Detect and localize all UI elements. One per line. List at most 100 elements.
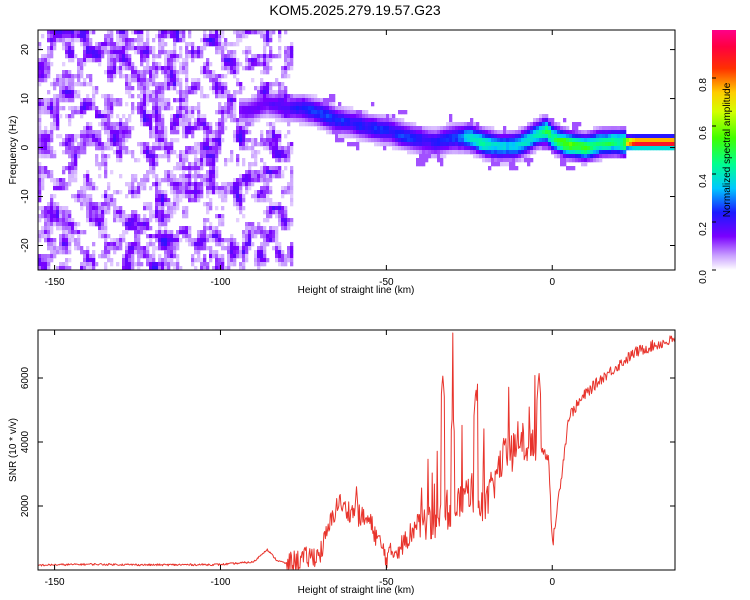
spectrogram-cell xyxy=(92,90,96,95)
spectrogram-cell xyxy=(89,102,93,107)
spectrogram-cell xyxy=(668,142,672,147)
spectrogram-cell xyxy=(374,114,378,119)
spectrogram-cell xyxy=(311,102,315,107)
spectrogram-cell xyxy=(224,58,228,63)
spectrogram-cell xyxy=(455,138,459,143)
spectrogram-cell xyxy=(167,174,171,179)
spectrogram-cell xyxy=(152,78,156,83)
spectrogram-cell xyxy=(131,214,135,219)
spectrogram-cell xyxy=(47,30,51,35)
spectrogram-cell xyxy=(221,182,225,187)
spectrogram-cell xyxy=(272,130,276,135)
spectrogram-cell xyxy=(389,114,393,119)
spectrogram-cell xyxy=(221,74,225,79)
spectrogram-cell xyxy=(314,110,318,115)
spectrogram-cell xyxy=(563,150,567,155)
spectrogram-cell xyxy=(422,142,426,147)
spectrogram-cell xyxy=(86,58,90,63)
spectrogram-cell xyxy=(104,202,108,207)
spectrogram-cell xyxy=(230,66,234,71)
spectrogram-cell xyxy=(140,82,144,87)
spectrogram-cell xyxy=(50,134,54,139)
spectrogram-cell xyxy=(170,174,174,179)
spectrogram-cell xyxy=(92,182,96,187)
spectrogram-cell xyxy=(506,154,510,159)
spectrogram-cell xyxy=(152,142,156,147)
spectrogram-cell xyxy=(248,238,252,243)
spectrogram-cell xyxy=(200,94,204,99)
spectrogram-cell xyxy=(218,146,222,151)
spectrogram-cell xyxy=(173,262,177,267)
spectrogram-cell xyxy=(350,106,354,111)
spectrogram-cell xyxy=(179,90,183,95)
spectrogram-cell xyxy=(284,218,288,223)
spectrogram-cell xyxy=(287,74,291,79)
spectrogram-cell xyxy=(290,110,294,115)
spectrogram-cell xyxy=(275,54,279,59)
spectrogram-cell xyxy=(158,90,162,95)
spectrogram-cell xyxy=(221,106,225,111)
spectrogram-cell xyxy=(458,130,462,135)
spectrogram-cell xyxy=(182,174,186,179)
spectrogram-cell xyxy=(47,254,51,259)
spectrogram-cell xyxy=(266,30,270,35)
spectrogram-cell xyxy=(470,146,474,151)
spectrogram-cell xyxy=(617,134,621,139)
spectrogram-cell xyxy=(236,58,240,63)
spectrogram-cell xyxy=(158,46,162,51)
spectrogram-cell xyxy=(173,118,177,123)
spectrogram-cell xyxy=(107,46,111,51)
spectrogram-cell xyxy=(53,106,57,111)
spectrogram-cell xyxy=(41,214,45,219)
spectrogram-cell xyxy=(206,238,210,243)
spectrogram-cell xyxy=(632,146,636,151)
spectrogram-cell xyxy=(260,98,264,103)
spectrogram-cell xyxy=(242,30,246,35)
spectrogram-cell xyxy=(215,190,219,195)
spectrogram-cell xyxy=(140,262,144,267)
spectrogram-cell xyxy=(287,122,291,127)
spectrogram-cell xyxy=(515,158,519,163)
spectrogram-cell xyxy=(191,242,195,247)
spectrogram-cell xyxy=(506,130,510,135)
spectrogram-cell xyxy=(164,130,168,135)
spectrogram-cell xyxy=(299,98,303,103)
spectrogram-cell xyxy=(560,138,564,143)
spectrogram-cell xyxy=(383,142,387,147)
spectrogram-cell xyxy=(104,206,108,211)
spectrogram-cell xyxy=(230,110,234,115)
spectrogram-cell xyxy=(512,158,516,163)
spectrogram-cell xyxy=(95,186,99,191)
spectrogram-cell xyxy=(539,122,543,127)
spectrogram-cell xyxy=(74,238,78,243)
spectrogram-cell xyxy=(575,134,579,139)
spectrogram-cell xyxy=(263,194,267,199)
spectrogram-cell xyxy=(170,246,174,251)
spectrogram-cell xyxy=(380,134,384,139)
spectrogram-cell xyxy=(257,226,261,231)
spectrogram-cell xyxy=(143,82,147,87)
spectrogram-cell xyxy=(557,130,561,135)
spectrogram-cell xyxy=(41,66,45,71)
spectrogram-cell xyxy=(173,98,177,103)
spectrogram-cell xyxy=(74,110,78,115)
spectrogram-cell xyxy=(101,158,105,163)
spectrogram-cell xyxy=(176,190,180,195)
spectrogram-cell xyxy=(179,118,183,123)
spectrogram-cell xyxy=(161,122,165,127)
spectrogram-cell xyxy=(140,186,144,191)
spectrogram-cell xyxy=(65,94,69,99)
spectrogram-cell xyxy=(455,150,459,155)
spectrogram-cell xyxy=(41,58,45,63)
spectrogram-cell xyxy=(356,134,360,139)
spectrogram-cell xyxy=(218,38,222,43)
spectrogram-cell xyxy=(41,254,45,259)
spectrogram-cell xyxy=(203,114,207,119)
spectrogram-cell xyxy=(302,110,306,115)
spectrogram-cell xyxy=(248,66,252,71)
spectrogram-cell xyxy=(383,114,387,119)
spectrogram-cell xyxy=(209,150,213,155)
spectrogram-cell xyxy=(68,78,72,83)
spectrogram-cell xyxy=(209,190,213,195)
spectrogram-cell xyxy=(143,142,147,147)
